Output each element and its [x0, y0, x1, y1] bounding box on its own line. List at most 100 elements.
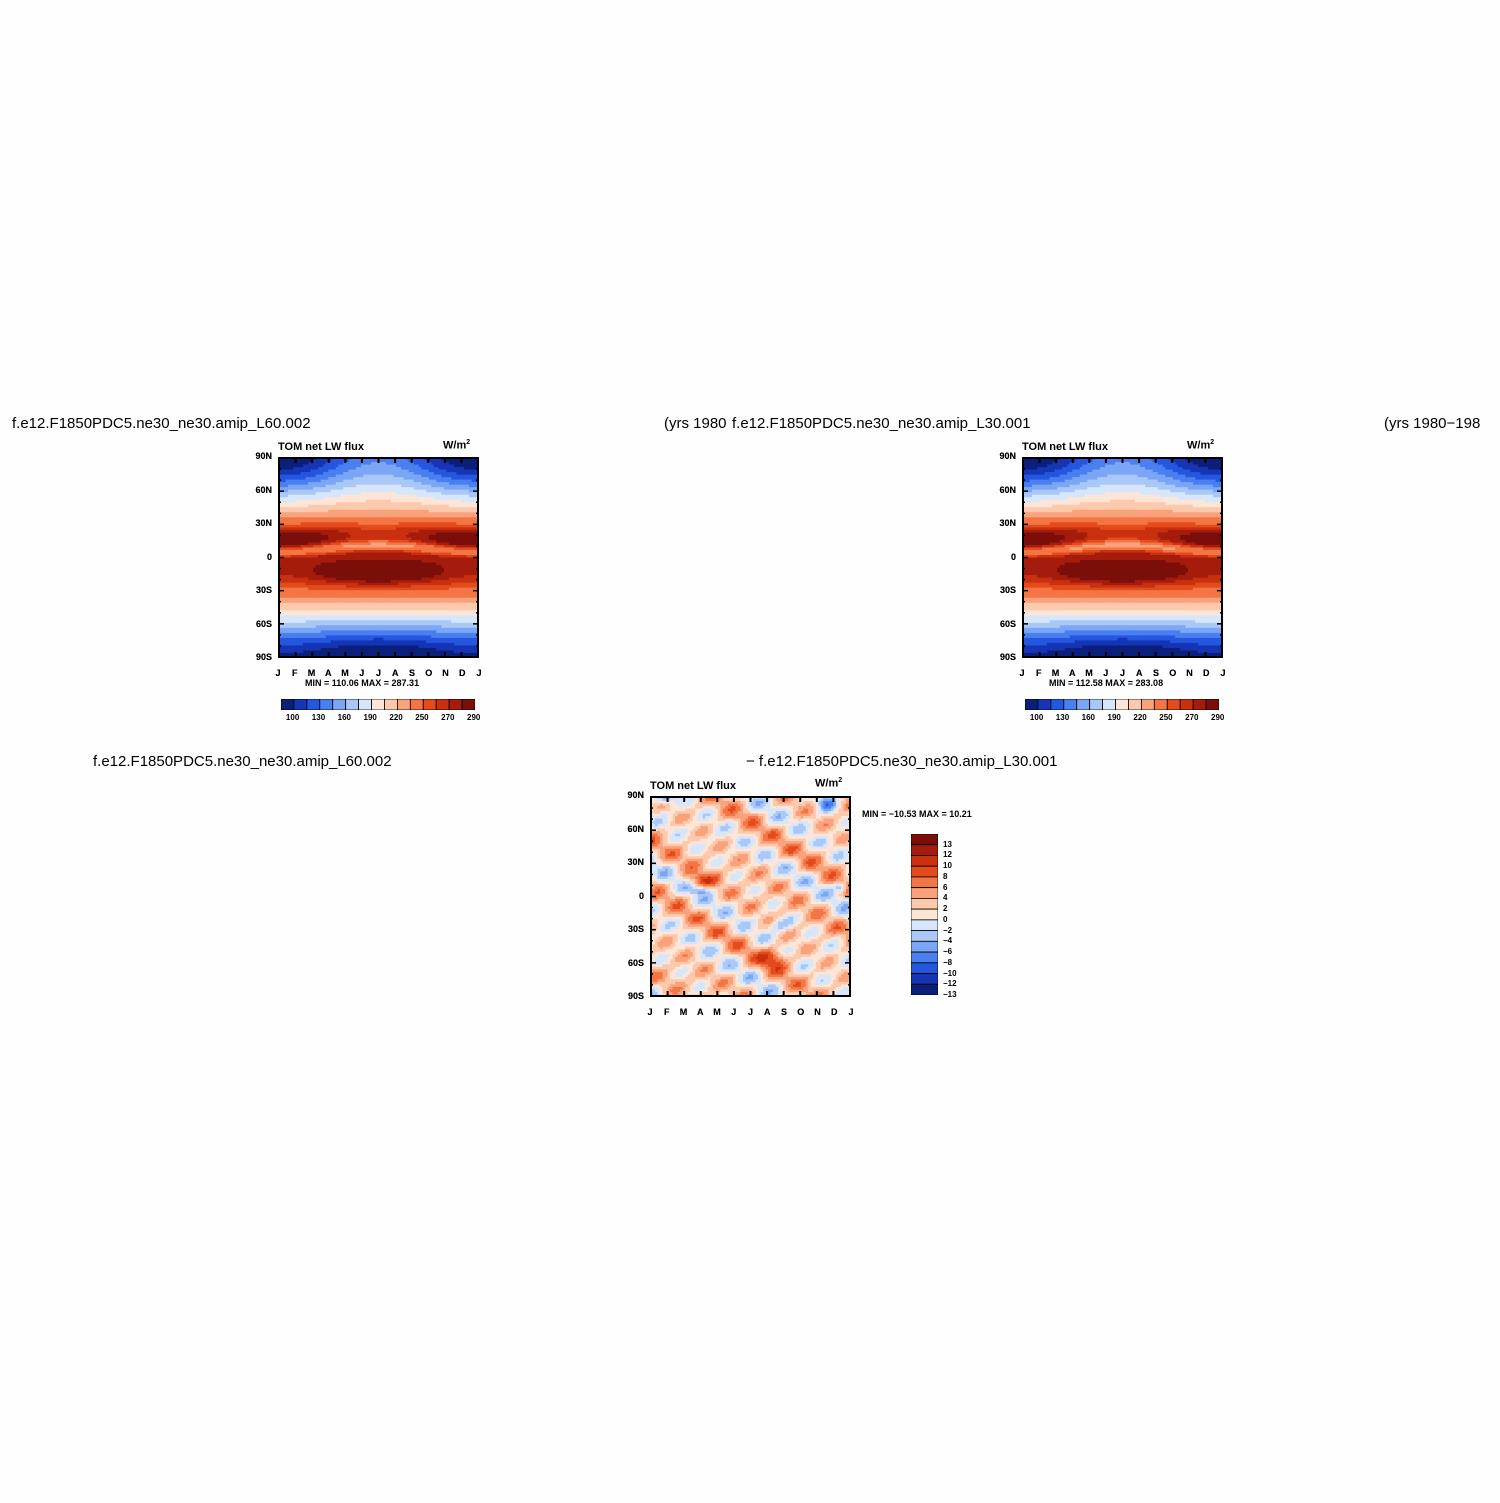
- heatmap-cell: [408, 519, 412, 523]
- heatmap-cell: [330, 637, 334, 641]
- heatmap-cell: [340, 592, 344, 596]
- heatmap-cell: [338, 502, 342, 506]
- heatmap-cell: [396, 462, 399, 465]
- heatmap-cell: [418, 497, 422, 501]
- heatmap-cell: [288, 542, 291, 546]
- heatmap-cell: [325, 605, 329, 609]
- heatmap-cell: [353, 534, 357, 538]
- heatmap-cell: [325, 602, 329, 606]
- heatmap-cell: [393, 509, 397, 513]
- heatmap-cell: [328, 575, 332, 578]
- heatmap-cell: [428, 647, 432, 651]
- heatmap-cell: [411, 479, 415, 483]
- heatmap-cell: [413, 585, 417, 589]
- heatmap-cell: [285, 554, 289, 558]
- heatmap-cell: [393, 464, 397, 468]
- heatmap-cell: [363, 534, 367, 538]
- heatmap-cell: [288, 494, 291, 498]
- heatmap-cell: [373, 652, 377, 656]
- heatmap-cell: [350, 627, 354, 631]
- heatmap-cell: [325, 645, 329, 649]
- heatmap-cell: [318, 544, 322, 548]
- heatmap-cell: [288, 492, 291, 496]
- heatmap-cell: [401, 560, 405, 563]
- heatmap-cell: [333, 640, 337, 644]
- heatmap-cell: [310, 610, 314, 614]
- heatmap-cell: [333, 627, 337, 631]
- heatmap-cell: [360, 607, 364, 611]
- heatmap-cell: [398, 577, 402, 581]
- heatmap-cell: [345, 464, 349, 468]
- heatmap-cell: [330, 479, 334, 483]
- heatmap-cell: [330, 632, 334, 636]
- heatmap-cell: [343, 600, 347, 604]
- heatmap-cell: [283, 524, 286, 528]
- heatmap-cell: [348, 597, 352, 601]
- heatmap-cell: [313, 462, 317, 465]
- heatmap-cell: [421, 625, 425, 629]
- heatmap-cell: [388, 652, 392, 656]
- heatmap-cell: [383, 635, 387, 639]
- heatmap-cell: [348, 554, 352, 558]
- heatmap-cell: [320, 585, 324, 589]
- heatmap-cell: [320, 652, 324, 656]
- heatmap-cell: [325, 492, 329, 496]
- heatmap-cell: [353, 477, 357, 481]
- heatmap-cell: [345, 519, 349, 523]
- heatmap-cell: [378, 650, 382, 654]
- heatmap-cell: [303, 539, 307, 543]
- heatmap-cell: [386, 554, 389, 558]
- heatmap-cell: [421, 645, 425, 649]
- heatmap-cell: [330, 464, 334, 468]
- heatmap-cell: [348, 627, 352, 631]
- heatmap-cell: [303, 497, 307, 501]
- heatmap-cell: [421, 509, 425, 513]
- heatmap-cell: [290, 529, 294, 533]
- heatmap-cell: [318, 517, 322, 521]
- heatmap-cell: [398, 632, 402, 636]
- heatmap-cell: [401, 565, 405, 568]
- heatmap-cell: [283, 529, 286, 533]
- heatmap-cell: [328, 625, 332, 629]
- heatmap-cell: [328, 479, 332, 483]
- heatmap-cell: [365, 474, 369, 478]
- heatmap-cell: [375, 487, 379, 491]
- heatmap-cell: [391, 477, 394, 481]
- heatmap-cell: [293, 474, 296, 478]
- heatmap-cell: [363, 494, 367, 498]
- heatmap-cell: [431, 607, 435, 611]
- heatmap-cell: [428, 567, 432, 571]
- heatmap-cell: [411, 474, 415, 478]
- heatmap-cell: [315, 469, 319, 473]
- heatmap-cell: [401, 504, 405, 508]
- heatmap-cell: [396, 565, 399, 568]
- heatmap-cell: [383, 554, 387, 558]
- heatmap-cell: [365, 547, 369, 551]
- heatmap-cell: [360, 645, 364, 649]
- heatmap-cell: [375, 615, 379, 619]
- heatmap-cell: [431, 519, 435, 523]
- heatmap-cell: [391, 572, 394, 576]
- heatmap-cell: [403, 600, 407, 604]
- heatmap-cell: [391, 565, 394, 568]
- heatmap-cell: [421, 534, 425, 538]
- heatmap-cell: [381, 504, 384, 508]
- heatmap-cell: [350, 587, 354, 591]
- heatmap-cell: [315, 477, 319, 481]
- heatmap-cell: [313, 637, 317, 641]
- heatmap-cell: [280, 497, 284, 501]
- heatmap-cell: [315, 575, 319, 578]
- heatmap-cell: [313, 522, 317, 526]
- heatmap-cell: [343, 622, 347, 626]
- heatmap-cell: [285, 562, 289, 566]
- heatmap-cell: [426, 514, 430, 518]
- heatmap-cell: [431, 547, 435, 551]
- heatmap-cell: [386, 479, 389, 483]
- heatmap-cell: [305, 549, 309, 553]
- heatmap-cell: [333, 557, 337, 561]
- heatmap-cell: [406, 632, 410, 636]
- heatmap-cell: [333, 482, 337, 486]
- heatmap-cell: [401, 544, 405, 548]
- heatmap-cell: [375, 469, 379, 473]
- heatmap-cell: [398, 627, 402, 631]
